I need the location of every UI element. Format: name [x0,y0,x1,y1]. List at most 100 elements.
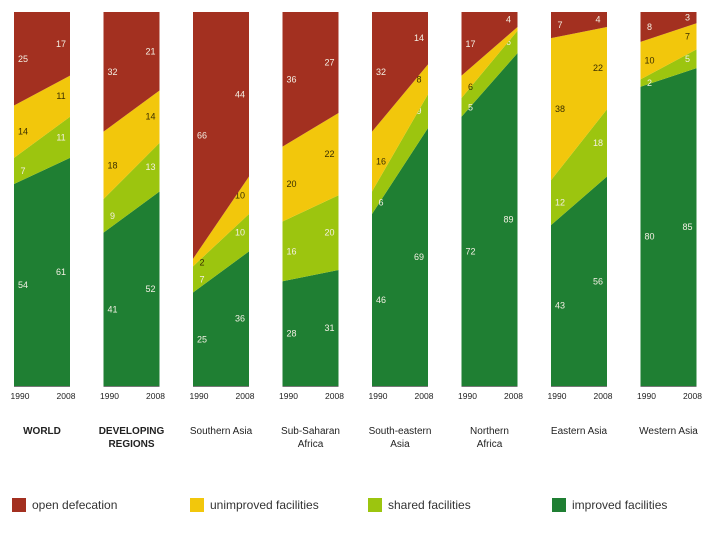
area-shared [193,213,249,293]
value-label: 6 [506,37,511,47]
value-label: 10 [235,228,245,238]
value-label: 22 [593,63,603,73]
value-label: 32 [107,67,117,77]
value-label: 80 [644,231,654,241]
region-panel: 80 85 2 5 10 7 8 3 1990 2008 Western Asia [637,12,702,437]
area-unimproved [372,64,428,192]
value-label: 7 [557,20,562,30]
year-label: 1990 [548,391,567,401]
value-label: 17 [56,39,66,49]
region-panel: 43 56 12 18 38 22 7 4 1990 2008 Eastern Asia [548,12,613,437]
legend-label: shared facilities [388,498,471,512]
value-label: 44 [235,89,245,99]
area-open [193,12,249,259]
area-unimproved [282,112,339,222]
area-unimproved [103,90,160,199]
value-label: 20 [324,228,334,238]
area-improved [640,68,697,386]
area-shared [282,195,339,282]
value-label: 10 [235,190,245,200]
year-label: 2008 [236,391,255,401]
year-label: 1990 [279,391,298,401]
value-label: 5 [685,54,690,64]
value-label: 16 [376,157,386,167]
value-label: 22 [324,149,334,159]
area-shared [372,94,428,214]
year-label: 1990 [190,391,209,401]
value-label: 6 [468,82,473,92]
area-open [372,12,428,132]
legend-label: unimproved facilities [210,498,319,512]
value-label: 54 [18,280,28,290]
value-label: 11 [56,91,65,101]
region-title: WORLD [23,426,61,437]
value-label: 17 [465,39,475,49]
value-label: 4 [595,14,600,24]
value-label: 89 [503,215,513,225]
value-label: 9 [110,211,115,221]
region-title: South-eastern [369,426,432,437]
area-shared [103,142,160,233]
value-label: 20 [286,179,296,189]
area-improved [193,251,249,386]
region-title: Eastern Asia [551,426,608,437]
area-improved [372,127,428,386]
region-title: DEVELOPING [99,426,165,437]
area-open [640,12,697,42]
value-label: 27 [324,57,334,67]
value-label: 14 [145,112,155,122]
region-title: REGIONS [108,439,154,450]
value-label: 7 [20,166,25,176]
area-open [461,12,518,76]
value-label: 7 [199,274,204,284]
value-label: 18 [107,160,117,170]
value-label: 5 [468,102,473,112]
region-title: Africa [298,439,324,450]
year-label: 2008 [325,391,344,401]
value-label: 36 [235,314,245,324]
legend-label: open defecation [32,498,118,512]
area-improved [551,176,607,386]
value-label: 46 [376,295,386,305]
legend-swatch [190,498,204,512]
value-label: 85 [682,222,692,232]
legend-item-shared: shared facilities [368,498,471,512]
value-label: 25 [18,54,28,64]
legend-item-improved: improved facilities [552,498,667,512]
value-label: 2 [647,78,652,88]
year-label: 2008 [504,391,523,401]
area-open [103,12,160,132]
value-label: 18 [593,138,603,148]
value-label: 6 [378,198,383,208]
legend: open defecation unimproved facilities shar… [0,492,720,522]
value-label: 25 [197,334,207,344]
area-open [551,12,607,39]
value-label: 12 [555,198,565,208]
value-label: 16 [286,246,296,256]
value-label: 72 [465,246,475,256]
region-title: Sub-Saharan [281,426,340,437]
legend-swatch [368,498,382,512]
year-label: 1990 [637,391,656,401]
area-improved [461,53,518,386]
value-label: 32 [376,67,386,77]
value-label: 52 [145,284,155,294]
area-improved [282,270,339,386]
value-label: 9 [416,106,421,116]
area-open [282,12,339,147]
region-title: Northern [470,426,509,437]
year-label: 2008 [415,391,434,401]
region-panel: 25 36 7 10 2 10 66 44 1990 2008 Southern Asia [190,12,255,437]
value-label: 69 [414,252,424,262]
area-shared [14,116,70,185]
region-title: Africa [477,439,503,450]
value-label: 61 [56,267,66,277]
region-panel: 54 61 7 11 14 11 25 17 1990 2008 WORLD [11,12,76,437]
region-title: Southern Asia [190,426,253,437]
value-label: 38 [555,104,565,114]
region-panel: 41 52 9 13 18 14 32 21 1990 2008 DEVELOPING REGIONS [99,12,165,450]
value-label: 3 [685,13,690,23]
value-label: 41 [107,304,117,314]
value-label: 31 [324,323,334,333]
area-unimproved [14,75,70,158]
